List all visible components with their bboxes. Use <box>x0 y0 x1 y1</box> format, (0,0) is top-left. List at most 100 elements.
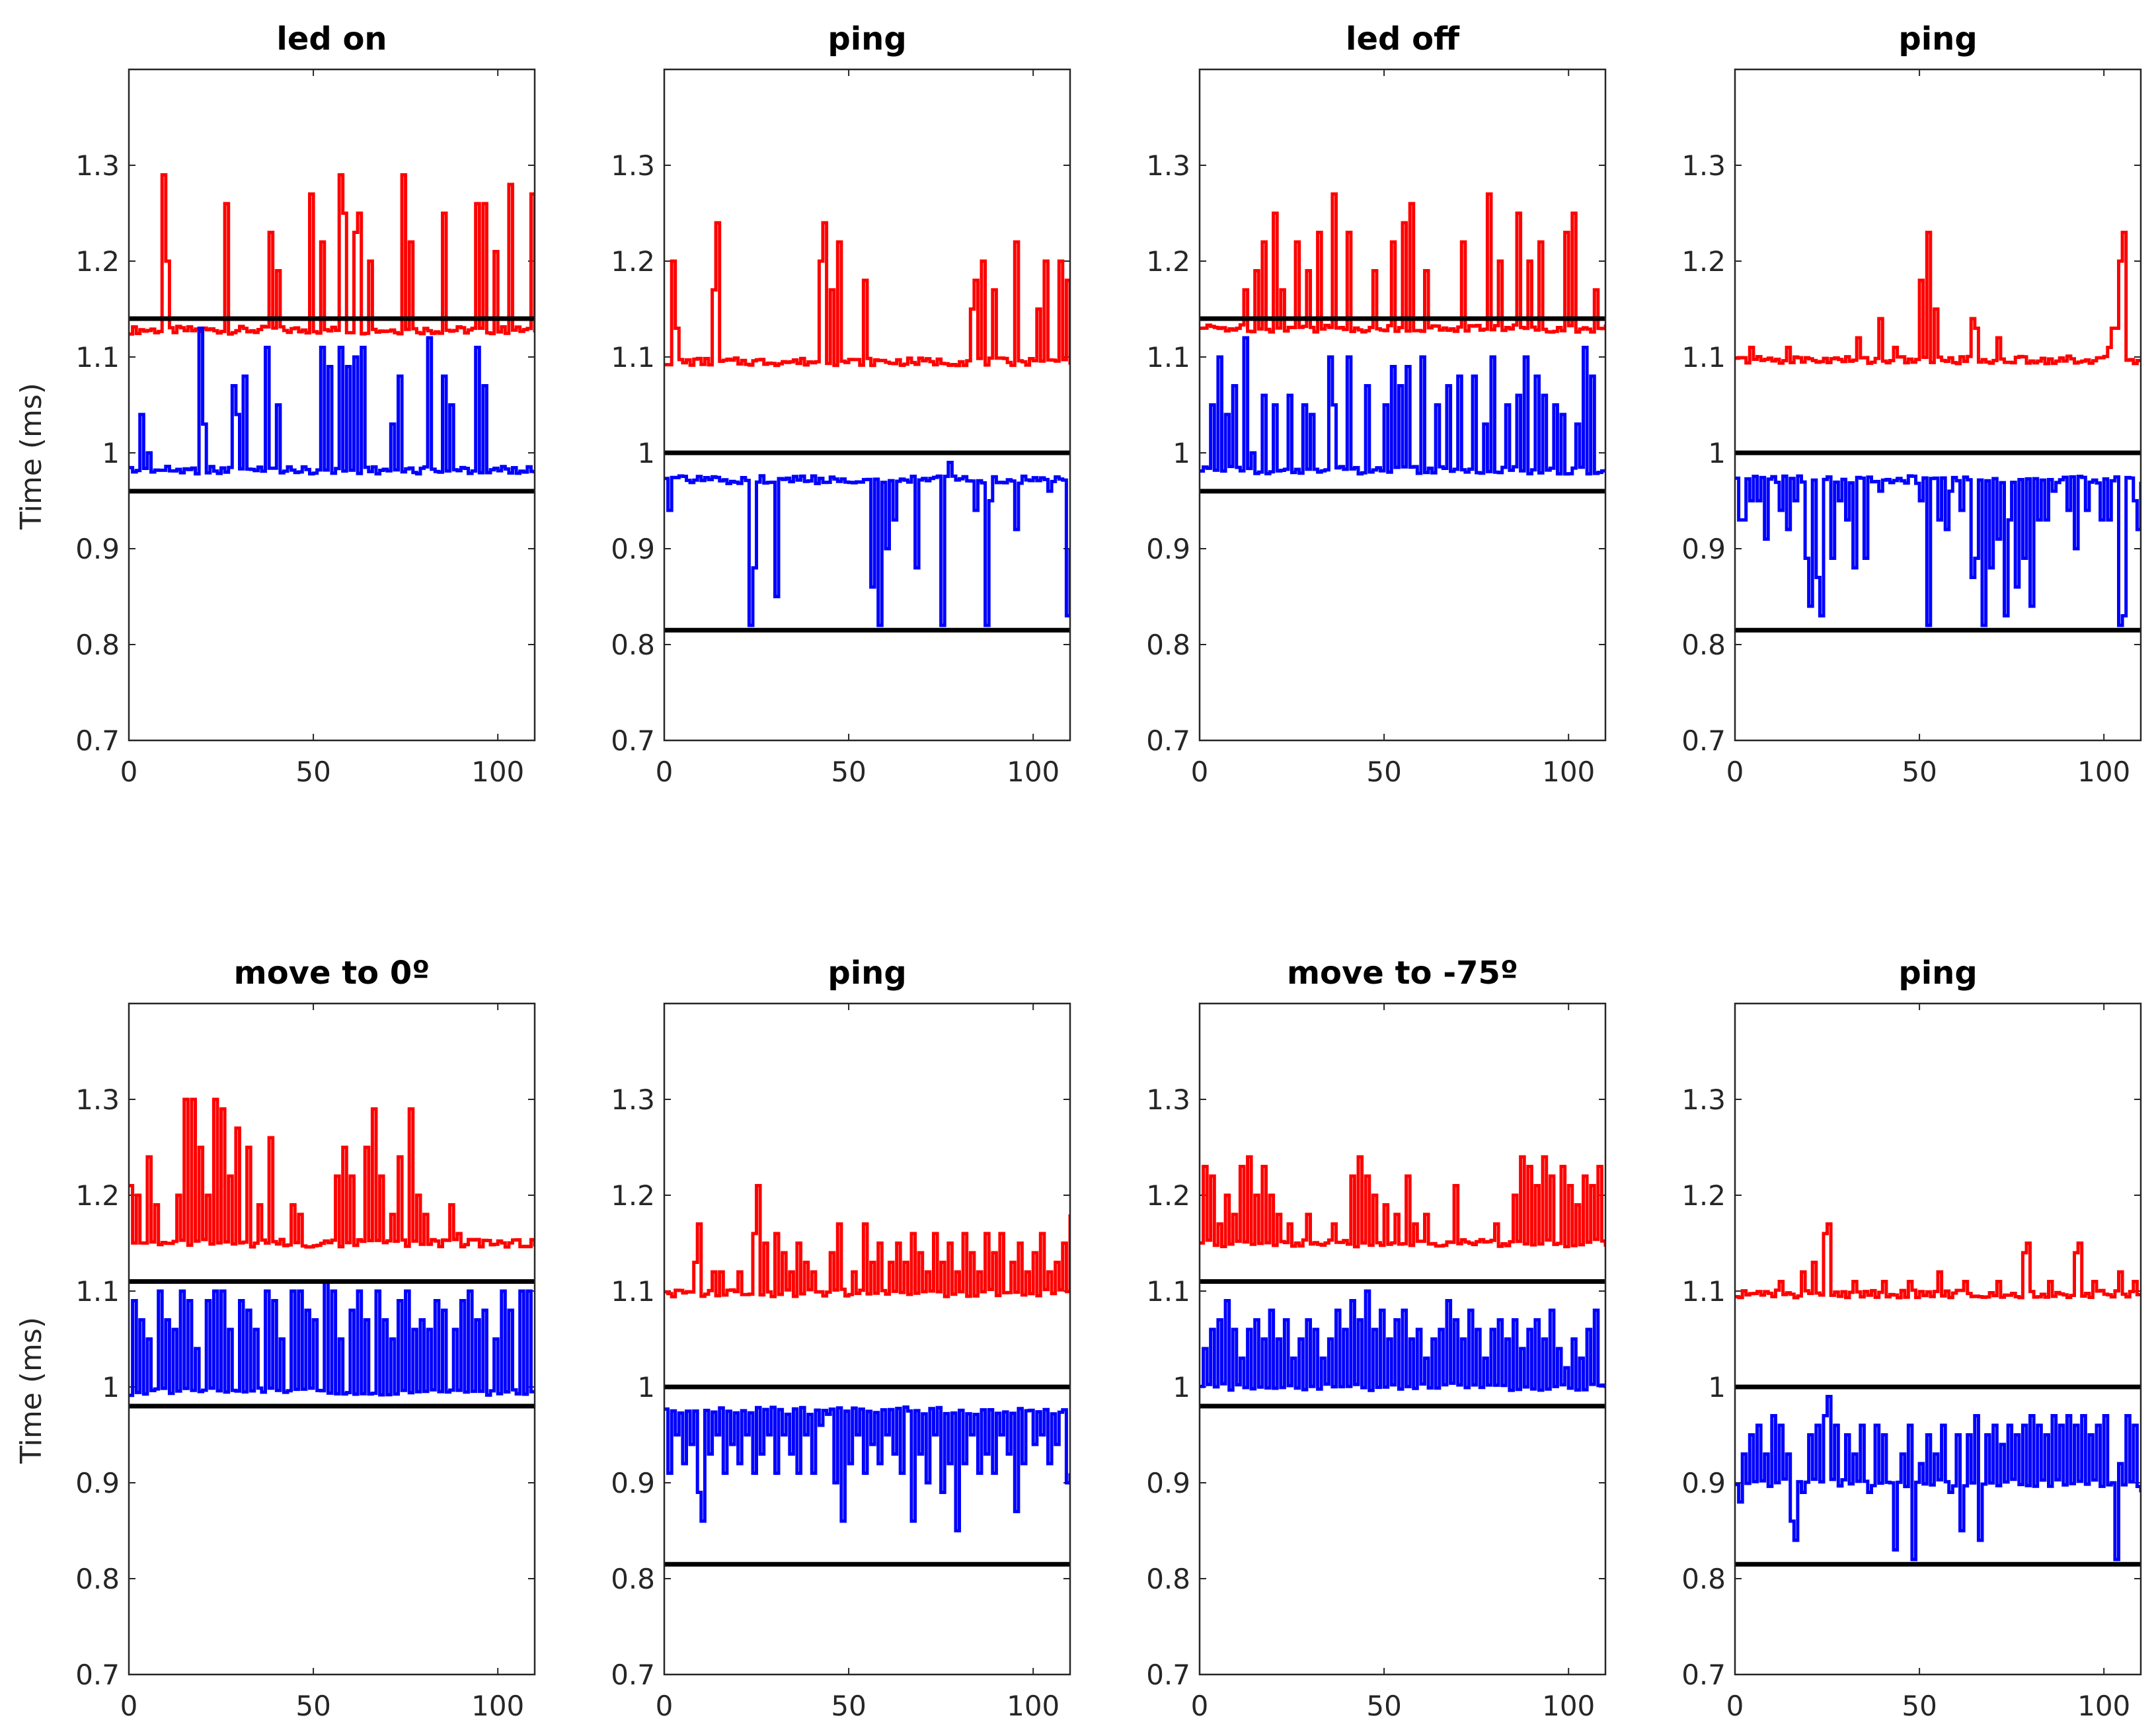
y-tick-label: 1.3 <box>75 1084 120 1116</box>
axes-box <box>1198 68 1607 742</box>
x-tick-label: 0 <box>1191 1690 1209 1722</box>
series-lower <box>1735 1395 2141 1561</box>
y-tick-label: 0.7 <box>611 1659 655 1691</box>
y-tick-label: 1 <box>102 1371 120 1403</box>
plot-content <box>1200 192 1605 494</box>
x-tick-label: 50 <box>295 756 330 788</box>
x-tick-label: 100 <box>1007 1690 1059 1722</box>
y-tick-label: 0.8 <box>611 629 655 661</box>
y-tick-label: 1.1 <box>611 341 655 374</box>
subplot-title: ping <box>828 20 906 58</box>
subplot-title: move to 0º <box>234 955 430 992</box>
y-tick-label: 0.9 <box>1146 1467 1190 1499</box>
y-tick-label: 1 <box>1708 437 1726 469</box>
series-lower <box>1200 336 1605 476</box>
y-axis-label-top: Time (ms) <box>15 383 48 530</box>
y-tick-label: 0.7 <box>75 1659 120 1691</box>
y-tick-label: 0.9 <box>611 533 655 565</box>
x-tick-label: 50 <box>1366 756 1401 788</box>
y-tick-label: 1.1 <box>1146 1275 1190 1308</box>
y-tick-label: 1.3 <box>1146 1084 1190 1116</box>
y-tick-label: 0.8 <box>75 1563 120 1595</box>
x-tick-label: 100 <box>1542 756 1595 788</box>
subplot-4: ping 0.7 0.8 0.9 1 1.1 1.2 1.3 0 50 100 <box>1681 20 2142 788</box>
subplot-8: ping 0.7 0.8 0.9 1 1.1 1.2 1.3 0 50 100 <box>1681 955 2142 1722</box>
y-tick-label: 1 <box>1173 437 1190 469</box>
y-tick-label: 1.1 <box>1681 341 1726 374</box>
x-tick-label: 100 <box>1007 756 1059 788</box>
y-tick-label: 1.3 <box>1681 149 1726 182</box>
plot-content <box>129 173 535 494</box>
y-tick-label: 1.2 <box>75 1179 120 1212</box>
series-upper <box>664 1184 1070 1298</box>
plot-area <box>664 69 1070 740</box>
axes-box <box>1734 1002 2142 1676</box>
y-tick-label: 1 <box>102 437 120 469</box>
y-tick-label: 1 <box>1173 1371 1190 1403</box>
plot-content <box>664 221 1070 633</box>
y-tick-label: 1.2 <box>1146 245 1190 278</box>
y-tick-label: 1.3 <box>611 1084 655 1116</box>
plot-content <box>664 1184 1070 1567</box>
x-tick-label: 0 <box>1191 756 1209 788</box>
y-tick-label: 1.2 <box>611 1179 655 1212</box>
x-tick-label: 100 <box>1542 1690 1595 1722</box>
y-tick-label: 0.8 <box>1146 629 1190 661</box>
subplot-1: led on 0.7 0.8 0.9 1 1.1 1.2 1.3 0 50 100 <box>75 20 536 788</box>
y-tick-label: 0.9 <box>75 533 120 565</box>
series-lower <box>129 327 535 476</box>
y-tick-label: 1.1 <box>1146 341 1190 374</box>
y-tick-label: 1.3 <box>75 149 120 182</box>
y-tick-label: 0.7 <box>1146 725 1190 757</box>
axes-box <box>663 68 1071 742</box>
x-tick-label: 0 <box>120 1690 138 1722</box>
y-tick-label: 1.1 <box>1681 1275 1726 1308</box>
series-upper <box>129 1097 535 1249</box>
series-lower <box>1200 1289 1605 1392</box>
y-tick-label: 0.7 <box>1681 1659 1726 1691</box>
y-tick-label: 1.2 <box>75 245 120 278</box>
subplot-title: move to -75º <box>1287 955 1518 992</box>
y-tick-label: 0.9 <box>1681 1467 1726 1499</box>
subplot-3: led off 0.7 0.8 0.9 1 1.1 1.2 1.3 0 50 100 <box>1146 20 1607 788</box>
y-tick-label: 1.1 <box>75 341 120 374</box>
series-upper <box>1735 231 2141 366</box>
x-tick-label: 0 <box>1726 756 1744 788</box>
plot-area <box>1735 69 2141 740</box>
x-tick-label: 0 <box>656 1690 674 1722</box>
y-tick-label: 1.3 <box>611 149 655 182</box>
y-tick-label: 0.8 <box>75 629 120 661</box>
x-tick-label: 50 <box>831 1690 866 1722</box>
y-axis-label-bottom: Time (ms) <box>15 1317 48 1464</box>
y-tick-label: 0.7 <box>75 725 120 757</box>
y-tick-label: 1.3 <box>1146 149 1190 182</box>
y-tick-label: 0.7 <box>1146 1659 1190 1691</box>
subplot-grid: led on0.70.80.911.11.21.30 50 100ping0.70.… <box>75 20 2142 1722</box>
y-tick-label: 0.8 <box>1681 1563 1726 1595</box>
subplot-7: move to -75º 0.7 0.8 0.9 1 1.1 1.2 1.3 0 50 100 <box>1146 955 1607 1722</box>
axes-box <box>128 68 536 742</box>
y-tick-label: 1.2 <box>1146 1179 1190 1212</box>
series-lower <box>664 1405 1070 1532</box>
subplot-title: ping <box>828 955 906 992</box>
plot-area <box>664 1004 1070 1675</box>
y-tick-label: 0.9 <box>75 1467 120 1499</box>
subplot-title: ping <box>1898 955 1977 992</box>
subplot-title: ping <box>1898 20 1977 58</box>
x-tick-label: 50 <box>831 756 866 788</box>
subplot-title: led off <box>1346 20 1460 58</box>
y-tick-label: 1 <box>637 1371 655 1403</box>
y-tick-label: 1.1 <box>611 1275 655 1308</box>
plot-content <box>1735 1222 2141 1567</box>
axes-box <box>1198 1002 1607 1676</box>
y-tick-label: 0.9 <box>1146 533 1190 565</box>
series-upper <box>664 221 1070 368</box>
series-upper <box>1200 192 1605 334</box>
y-tick-label: 0.8 <box>1146 1563 1190 1595</box>
axes-box <box>1734 68 2142 742</box>
series-lower <box>664 461 1070 627</box>
subplot-title: led on <box>276 20 387 58</box>
y-tick-label: 1 <box>1708 1371 1726 1403</box>
x-tick-label: 100 <box>2077 1690 2130 1722</box>
